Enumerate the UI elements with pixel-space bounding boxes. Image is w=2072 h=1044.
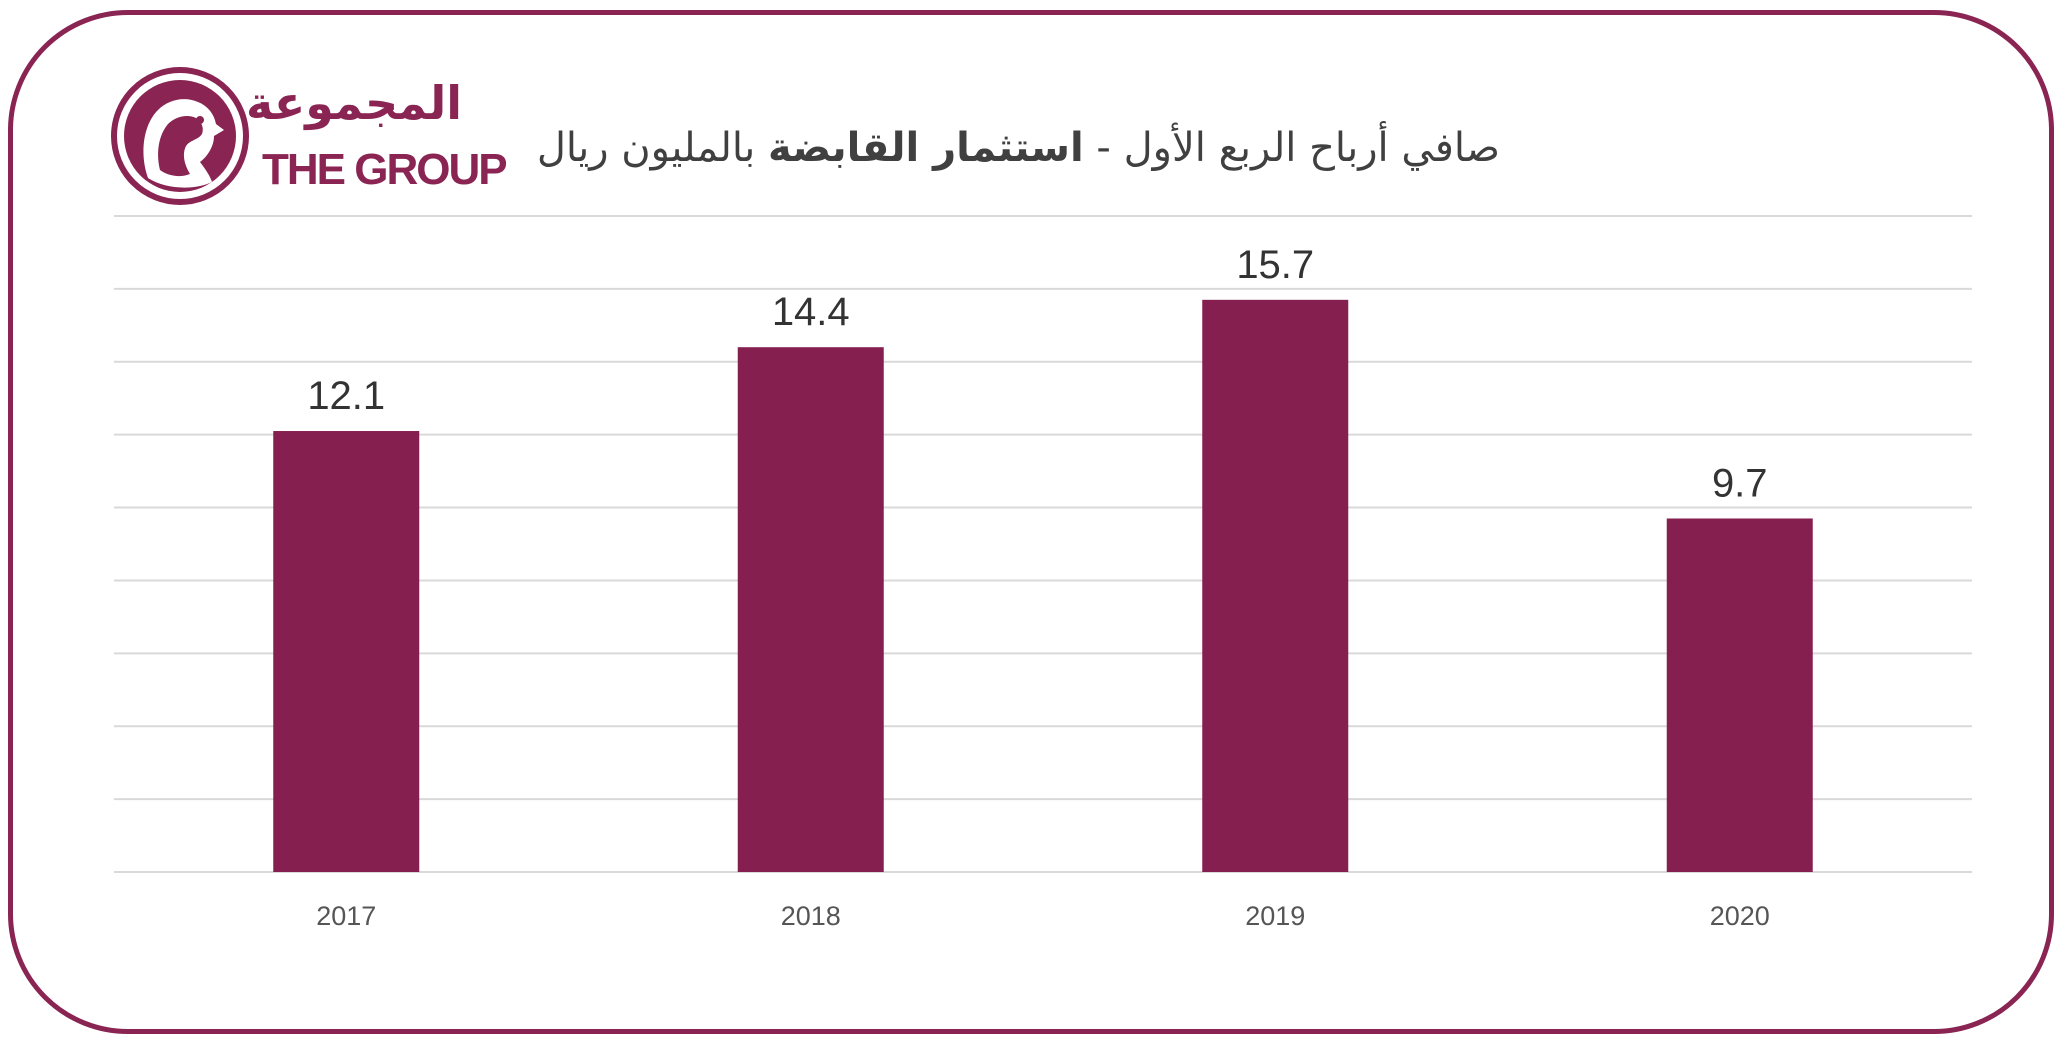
x-axis-tick-labels: 2017 2018 2019 2020 [316, 901, 1770, 931]
x-tick-label-2018: 2018 [781, 901, 841, 931]
chart-title-part3: بالمليون ريال [536, 125, 768, 171]
bars [273, 299, 1813, 872]
x-tick-label-2017: 2017 [316, 901, 376, 931]
gridlines [114, 215, 1972, 873]
x-tick-label-2020: 2020 [1710, 901, 1770, 931]
bar-2020 [1666, 518, 1813, 872]
falcon-emblem-icon [111, 67, 249, 205]
chart-title-part1: صافي أرباح الربع الأول - [1083, 125, 1500, 171]
logo-arabic-text: المجموعة [245, 76, 462, 130]
bar-2018 [737, 347, 884, 872]
chart-title: صافي أرباح الربع الأول - استثمار القابضة… [537, 118, 1500, 178]
data-label-2017: 12.1 [307, 374, 385, 418]
bar-2019 [1202, 299, 1349, 872]
data-label-2019: 15.7 [1236, 243, 1314, 287]
data-labels: 12.1 14.4 15.7 9.7 [307, 243, 1767, 506]
data-label-2020: 9.7 [1712, 461, 1768, 505]
bar-2017 [273, 431, 420, 872]
data-label-2018: 14.4 [772, 290, 850, 334]
chart-title-company: استثمار القابضة [767, 125, 1084, 171]
x-tick-label-2019: 2019 [1245, 901, 1305, 931]
